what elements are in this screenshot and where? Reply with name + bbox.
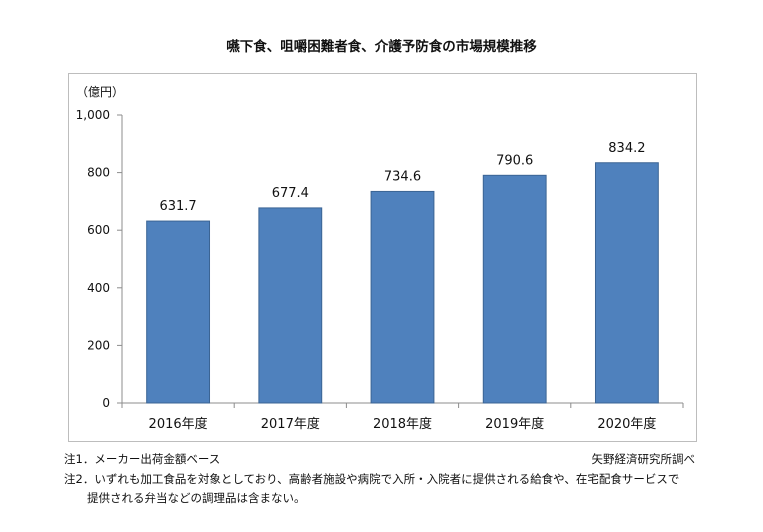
x-tick-label: 2017年度 bbox=[261, 416, 320, 432]
x-tick-label: 2020年度 bbox=[597, 416, 656, 432]
x-tick-label: 2016年度 bbox=[149, 416, 208, 432]
bar bbox=[482, 174, 547, 404]
bar bbox=[146, 220, 211, 404]
data-label: 790.6 bbox=[496, 153, 533, 168]
bar bbox=[594, 162, 659, 404]
chart-frame bbox=[68, 73, 697, 442]
chart-title: 嚥下食、咀嚼困難者食、介護予防食の市場規模推移 bbox=[226, 39, 537, 55]
y-unit-label: （億円） bbox=[76, 85, 124, 99]
data-label: 631.7 bbox=[159, 199, 196, 214]
y-tick-label: 0 bbox=[102, 396, 110, 410]
y-tick-label: 1,000 bbox=[76, 108, 110, 122]
data-label: 734.6 bbox=[384, 169, 421, 184]
y-tick-label: 600 bbox=[87, 223, 110, 237]
source-credit: 矢野経済研究所調べ bbox=[591, 452, 696, 466]
bar bbox=[258, 207, 323, 404]
bar bbox=[370, 190, 435, 404]
y-tick-label: 800 bbox=[87, 166, 110, 180]
x-tick-label: 2019年度 bbox=[485, 416, 544, 432]
footnote-2-line-1: 注2．いずれも加工食品を対象としており、高齢者施設や病院で入所・入院者に提供され… bbox=[64, 472, 680, 486]
data-label: 834.2 bbox=[608, 141, 645, 156]
y-tick-label: 400 bbox=[87, 281, 110, 295]
footnote-2-line-2: 提供される弁当などの調理品は含まない。 bbox=[64, 491, 306, 505]
footnote-1: 注1．メーカー出荷金額ベース bbox=[64, 452, 221, 466]
y-tick-label: 200 bbox=[87, 338, 110, 352]
data-label: 677.4 bbox=[272, 186, 309, 201]
x-tick-label: 2018年度 bbox=[373, 416, 432, 432]
